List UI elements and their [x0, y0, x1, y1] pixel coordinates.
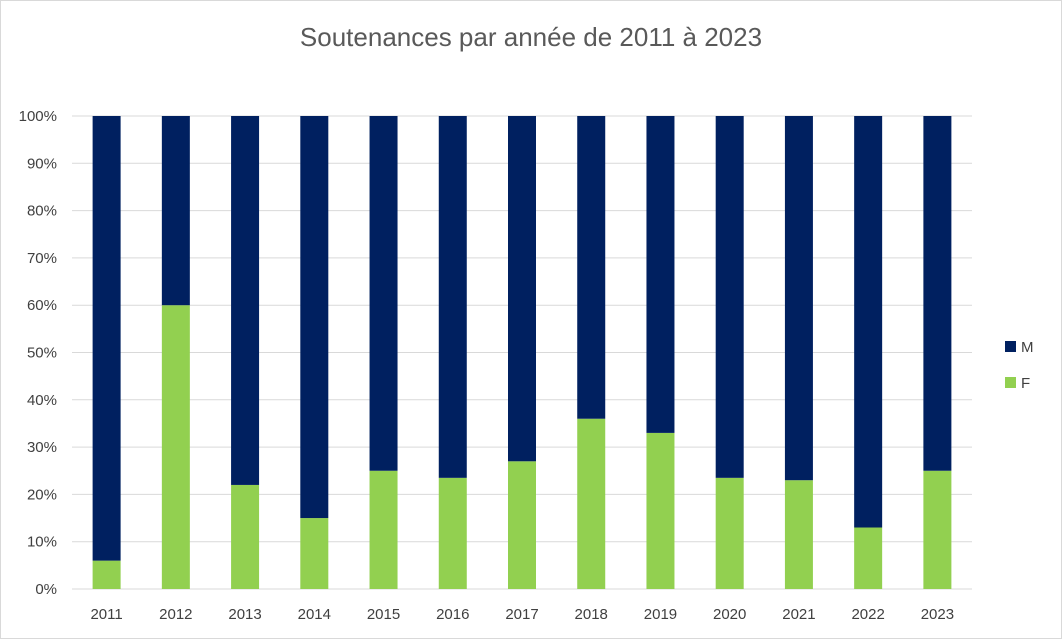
- bar-M-2013: [231, 116, 260, 485]
- y-tick-label: 40%: [27, 392, 57, 409]
- bar-M-2023: [923, 116, 952, 471]
- x-axis-ticks: 2011 2012 2013 2014 2015 2016 2017 2018 2019 2020…: [90, 606, 954, 623]
- y-tick-label: 10%: [27, 534, 57, 551]
- bar-M-2017: [508, 116, 536, 462]
- y-tick-label: 100%: [19, 108, 57, 125]
- x-tick-label: 2019: [644, 606, 677, 623]
- bar-F-2012: [161, 305, 190, 589]
- x-tick-label: 2014: [298, 606, 331, 623]
- y-axis-ticks: 0% 10% 20% 30% 40% 50% 60% 70% 80% 90% 100%: [19, 108, 57, 598]
- y-tick-label: 60%: [27, 297, 57, 314]
- bar-M-2022: [854, 116, 883, 528]
- x-tick-label: 2018: [575, 606, 608, 623]
- x-tick-label: 2022: [851, 606, 884, 623]
- x-tick-label: 2012: [159, 606, 192, 623]
- bar-F-2013: [231, 484, 260, 589]
- y-tick-label: 50%: [27, 345, 57, 362]
- x-tick-label: 2015: [367, 606, 400, 623]
- x-tick-label: 2017: [505, 606, 538, 623]
- bar-F-2023: [923, 470, 952, 589]
- legend-swatch-F: [1005, 377, 1016, 388]
- bar-F-2016: [438, 477, 467, 589]
- bar-F-2017: [508, 461, 536, 589]
- x-tick-label: 2023: [921, 606, 954, 623]
- bar-M-2015: [369, 116, 398, 471]
- bar-F-2020: [715, 477, 744, 589]
- bar-F-2014: [300, 518, 329, 589]
- chart-title: Soutenances par année de 2011 à 2023: [299, 22, 763, 52]
- x-tick-label: 2013: [228, 606, 261, 623]
- bar-F-2019: [646, 432, 675, 589]
- legend: MF: [1005, 339, 1034, 392]
- bar-F-2022: [854, 527, 883, 589]
- x-tick-label: 2021: [782, 606, 815, 623]
- y-tick-label: 70%: [27, 250, 57, 267]
- y-tick-label: 30%: [27, 439, 57, 456]
- x-tick-label: 2020: [713, 606, 746, 623]
- bar-M-2018: [577, 116, 606, 419]
- y-tick-label: 90%: [27, 155, 57, 172]
- legend-swatch-M: [1005, 341, 1016, 352]
- legend-label-M: M: [1021, 339, 1034, 356]
- bar-M-2019: [646, 116, 675, 433]
- bar-M-2012: [161, 116, 190, 306]
- y-tick-label: 80%: [27, 203, 57, 220]
- bar-F-2011: [92, 560, 121, 589]
- bar-F-2018: [577, 418, 606, 589]
- legend-label-F: F: [1021, 375, 1030, 392]
- bar-M-2020: [715, 116, 744, 478]
- x-tick-label: 2016: [436, 606, 469, 623]
- bar-M-2016: [438, 116, 467, 478]
- bar-M-2011: [92, 116, 121, 561]
- bar-M-2014: [300, 116, 329, 519]
- x-tick-label: 2011: [90, 606, 122, 623]
- bars: [92, 116, 952, 589]
- y-tick-label: 0%: [35, 581, 57, 598]
- bar-F-2015: [369, 470, 398, 589]
- bar-M-2021: [784, 116, 813, 481]
- bar-F-2021: [784, 480, 813, 589]
- y-tick-label: 20%: [27, 486, 57, 503]
